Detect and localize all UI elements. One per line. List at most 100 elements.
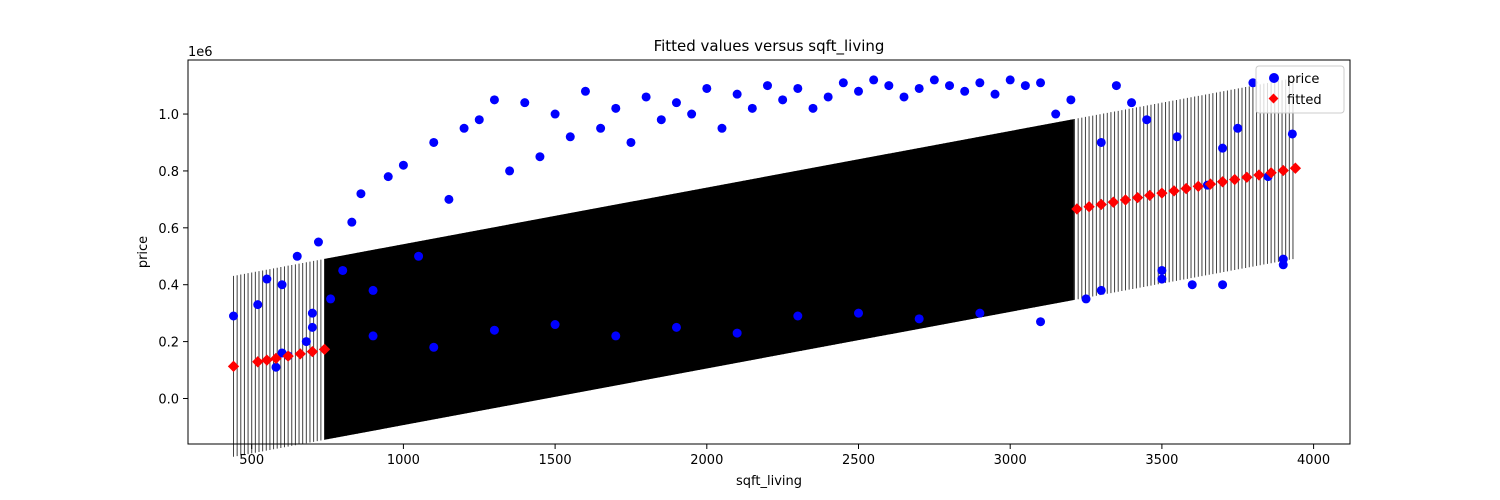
price-point [596,123,606,133]
price-point [671,98,681,108]
price-point [338,265,348,275]
fitted-point [1071,203,1083,215]
x-tick-label: 4000 [1297,453,1330,468]
fitted-point [306,345,319,358]
fitted-point [227,360,240,372]
price-point [429,137,439,147]
fitted-point [1144,189,1156,202]
price-point [626,137,636,147]
fitted-point [1216,176,1229,188]
price-point [869,75,879,85]
price-point [429,342,439,352]
price-point [990,89,1000,99]
price-point [253,300,263,310]
y-axis-label: price [136,236,151,268]
legend: price fitted [1255,65,1345,114]
price-point [671,322,681,332]
price-point [960,86,970,96]
y-tick-label: 0.2 [158,336,179,351]
price-point [1233,123,1243,133]
x-ticks: 500 1000 1500 2000 2500 3000 3500 4000 [239,444,1330,468]
price-point [823,92,833,102]
price-point [838,78,848,88]
prediction-intervals [233,78,1294,457]
price-point [368,285,378,295]
price-point [383,172,393,182]
fitted-point [294,348,306,360]
y-tick-label: 0.8 [158,165,179,180]
x-tick-label: 1500 [539,453,572,468]
price-point [1036,317,1046,327]
price-point [307,322,317,332]
fitted-point [1119,194,1132,206]
y-tick-label: 0.4 [158,279,179,294]
y-ticks: 0.0 0.2 0.4 0.6 0.8 1.0 [158,108,188,407]
price-point [1005,75,1015,85]
price-point [1036,78,1046,88]
price-points [229,75,1297,372]
price-point [1157,274,1167,284]
legend-fitted-marker [1268,93,1279,104]
price-point [1157,265,1167,275]
price-point [1081,294,1091,304]
legend-price-marker [1269,73,1279,83]
fitted-point [318,343,331,356]
price-point [702,83,712,93]
x-tick-label: 3000 [994,453,1027,468]
fitted-point [1107,196,1120,208]
price-point [1218,280,1228,290]
price-point [580,86,590,96]
x-tick-label: 2000 [690,453,723,468]
price-point [307,308,317,318]
price-point [398,160,408,170]
fitted-point [1241,171,1253,183]
x-axis-label: sqft_living [736,474,802,489]
price-point [489,95,499,105]
price-point [1218,143,1228,153]
price-point [762,81,772,91]
price-point [1096,285,1106,295]
fitted-point [261,354,273,366]
price-point [747,103,757,113]
fitted-point [270,352,282,365]
price-point [641,92,651,102]
price-point [520,98,530,108]
price-point [271,362,281,372]
fitted-point [1095,198,1107,211]
price-point [550,109,560,119]
price-point [1172,132,1182,142]
price-point [1187,280,1197,290]
price-point [1248,78,1258,88]
interval-band [324,119,1074,440]
y-tick-label: 0.6 [158,222,179,237]
price-point [732,89,742,99]
fitted-point [1289,162,1302,174]
price-point [444,194,454,204]
fitted-point [1180,182,1192,195]
price-point [808,103,818,113]
price-point [1142,115,1152,125]
fitted-point [1156,187,1168,199]
price-point [611,103,621,113]
fitted-point [1192,180,1204,192]
price-point [793,83,803,93]
fitted-point [1253,169,1265,181]
price-point [732,328,742,338]
price-point [914,83,924,93]
x-tick-label: 500 [239,453,264,468]
legend-price-label: price [1287,72,1319,87]
price-point [656,115,666,125]
price-point [914,314,924,324]
fitted-points [227,162,1302,372]
fitted-point [1277,164,1289,177]
y-offset-label: 1e6 [188,45,213,60]
fitted-point [1168,185,1180,197]
price-point [1111,81,1121,91]
price-point [945,81,955,91]
fitted-point [1229,173,1241,186]
chart-title: Fitted values versus sqft_living [654,37,885,56]
price-point [565,132,575,142]
price-point [884,81,894,91]
y-tick-label: 1.0 [158,108,179,123]
